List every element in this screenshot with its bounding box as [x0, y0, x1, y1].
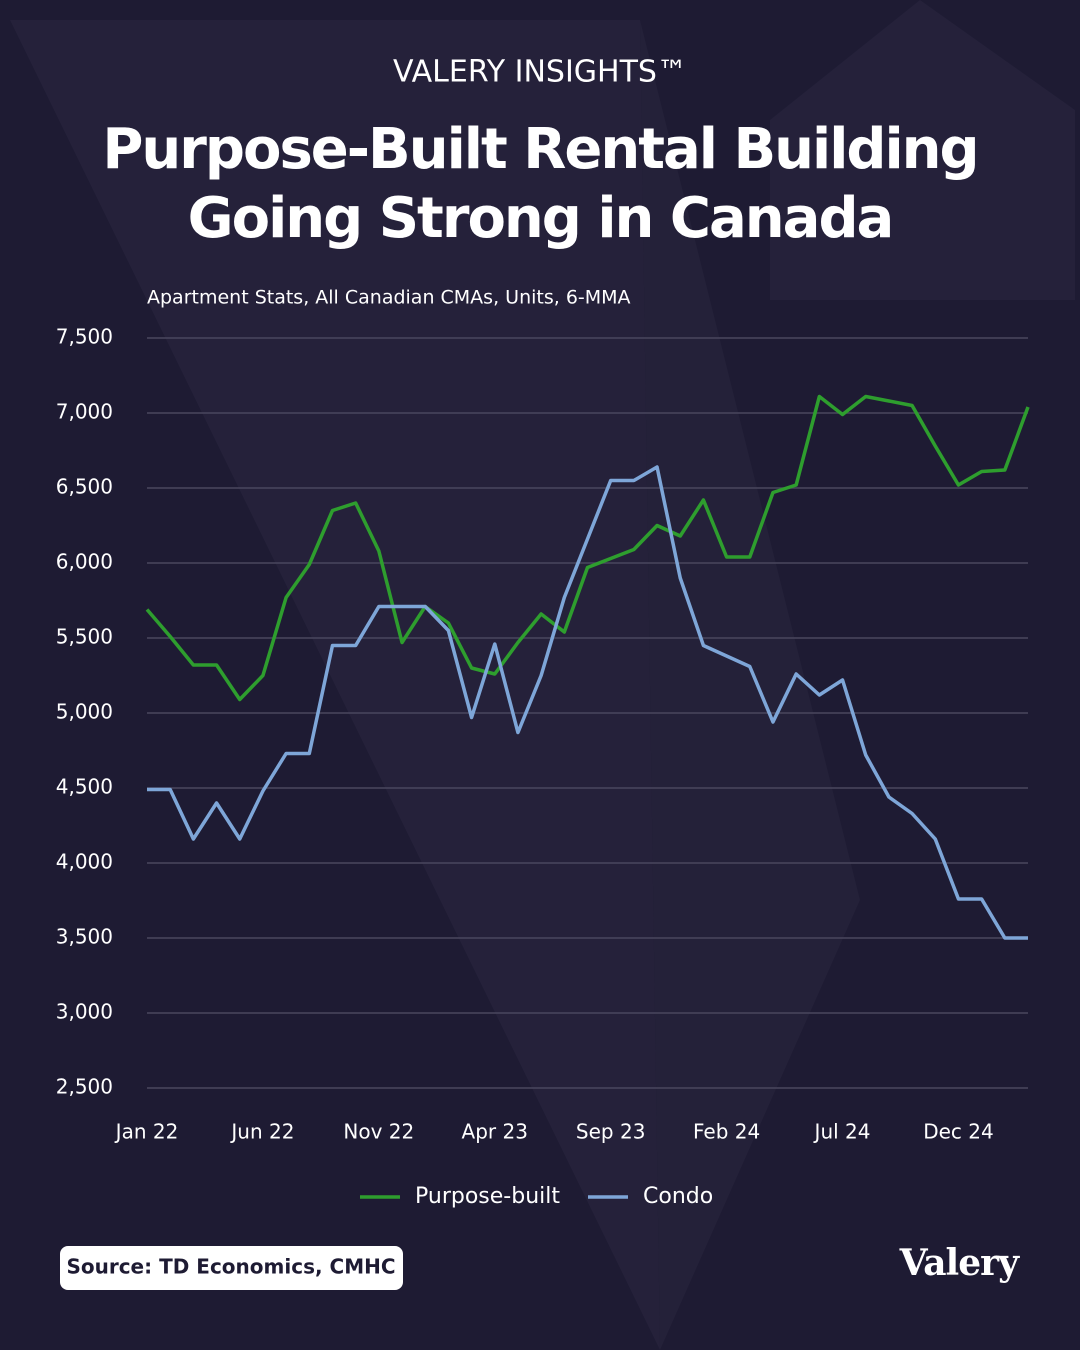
line-series: [147, 465, 1028, 940]
y-tick-label: 5,000: [56, 700, 113, 724]
x-tick-label: Sep 23: [576, 1120, 646, 1144]
source-box: [60, 1246, 403, 1290]
y-tick-label: 3,000: [56, 1000, 113, 1024]
legend-label: Condo: [643, 1184, 713, 1209]
x-tick-label: Nov 22: [343, 1120, 414, 1144]
chart-subtitle: Apartment Stats, All Canadian CMAs, Unit…: [147, 287, 631, 309]
y-tick-label: 2,500: [56, 1075, 113, 1099]
y-tick-label: 4,500: [56, 775, 113, 799]
y-tick-label: 6,000: [56, 550, 113, 574]
x-tick-label: Dec 24: [923, 1120, 994, 1144]
brand: VALERY INSIGHTS™: [393, 55, 687, 90]
y-tick-label: 5,500: [56, 625, 113, 649]
y-tick-label: 7,500: [56, 325, 113, 349]
decor-shape: [770, 0, 1075, 300]
y-tick-label: 3,500: [56, 925, 113, 949]
y-tick-label: 4,000: [56, 850, 113, 874]
x-tick-label: Jun 22: [229, 1120, 294, 1144]
line-series: [145, 394, 1030, 702]
chart-title: Purpose-Built Rental Building: [102, 117, 977, 182]
y-tick-label: 6,500: [56, 475, 113, 499]
decor-shape: [640, 20, 860, 1350]
x-tick-label: Apr 23: [462, 1120, 528, 1144]
source: Source: TD Economics, CMHC: [66, 1255, 395, 1279]
legend-label: Purpose-built: [415, 1184, 560, 1209]
x-tick-label: Jul 24: [813, 1120, 871, 1144]
y-tick-label: 7,000: [56, 400, 113, 424]
chart-title: Going Strong in Canada: [188, 186, 893, 251]
decor-shape: [10, 20, 660, 1350]
logo: Valery: [899, 1242, 1021, 1284]
x-tick-label: Jan 22: [114, 1120, 179, 1144]
x-tick-label: Feb 24: [693, 1120, 760, 1144]
